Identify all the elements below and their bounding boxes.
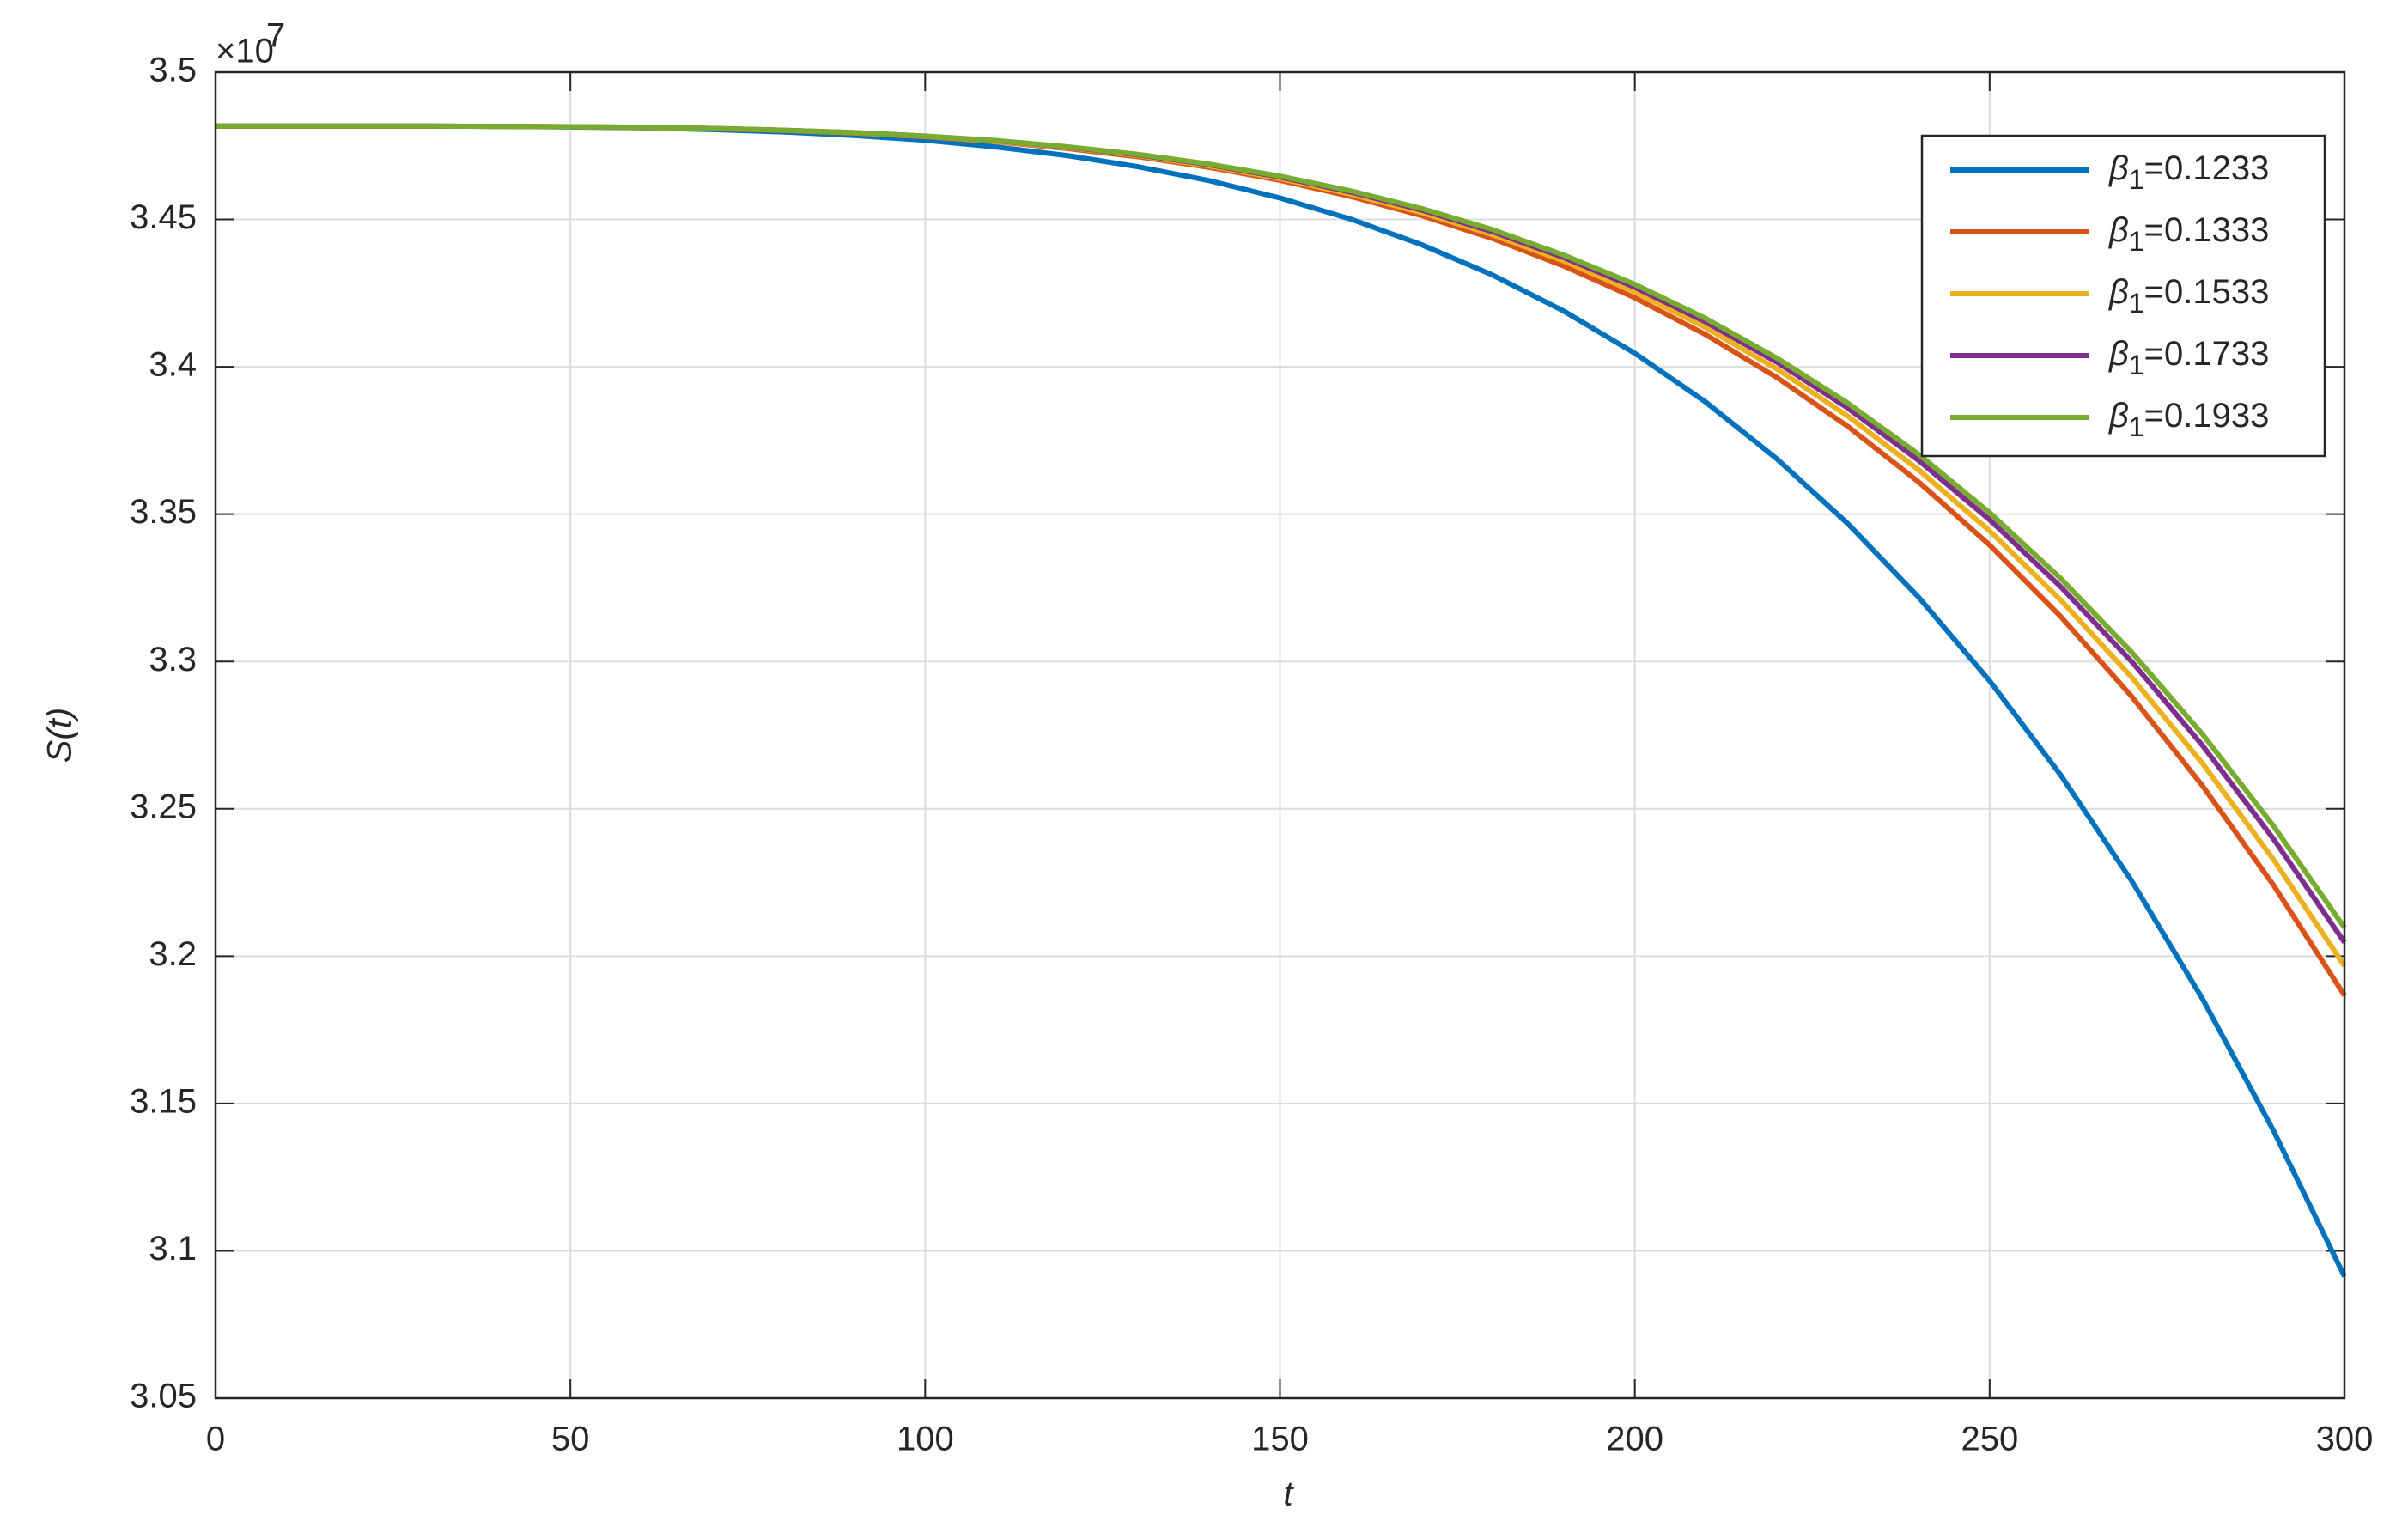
y-tick-label: 3.15: [130, 1082, 197, 1120]
y-tick-label: 3.2: [149, 935, 197, 973]
y-tick-label: 3.25: [130, 788, 197, 825]
legend-label: β1=0.1333: [2108, 211, 2269, 258]
x-tick-label: 50: [551, 1421, 590, 1458]
x-tick-label: 200: [1606, 1421, 1663, 1458]
y-tick-label: 3.45: [130, 198, 197, 236]
y-tick-label: 3.05: [130, 1378, 197, 1415]
x-axis-label: t: [1283, 1475, 1294, 1513]
y-multiplier: ×10: [216, 33, 274, 70]
x-tick-label: 100: [897, 1421, 954, 1458]
legend-label: β1=0.1933: [2108, 397, 2269, 443]
lines: [216, 123, 2347, 1278]
y-multiplier-power: 7: [266, 17, 285, 55]
y-tick-label: 3.4: [149, 346, 197, 384]
x-tick-label: 300: [2316, 1421, 2374, 1458]
y-tick-label: 3.35: [130, 493, 197, 531]
x-tick-label: 150: [1251, 1421, 1309, 1458]
series-line: [216, 123, 2347, 929]
axes-box: [214, 70, 2346, 1400]
legend: β1=0.1233 β1=0.1333 β1=0.1533 β1=0.1733 β1=0…: [1920, 134, 2326, 458]
legend-label: β1=0.1233: [2108, 149, 2269, 196]
x-tick-label: 0: [206, 1421, 225, 1458]
y-tick-label: 3.3: [149, 641, 197, 678]
legend-label: β1=0.1533: [2108, 273, 2269, 319]
y-tick-label: 3.5: [149, 52, 197, 89]
y-tick-label: 3.1: [149, 1230, 197, 1268]
y-axis-label: S(t): [41, 708, 79, 763]
x-tick-label: 250: [1961, 1421, 2018, 1458]
legend-label: β1=0.1733: [2108, 335, 2269, 381]
